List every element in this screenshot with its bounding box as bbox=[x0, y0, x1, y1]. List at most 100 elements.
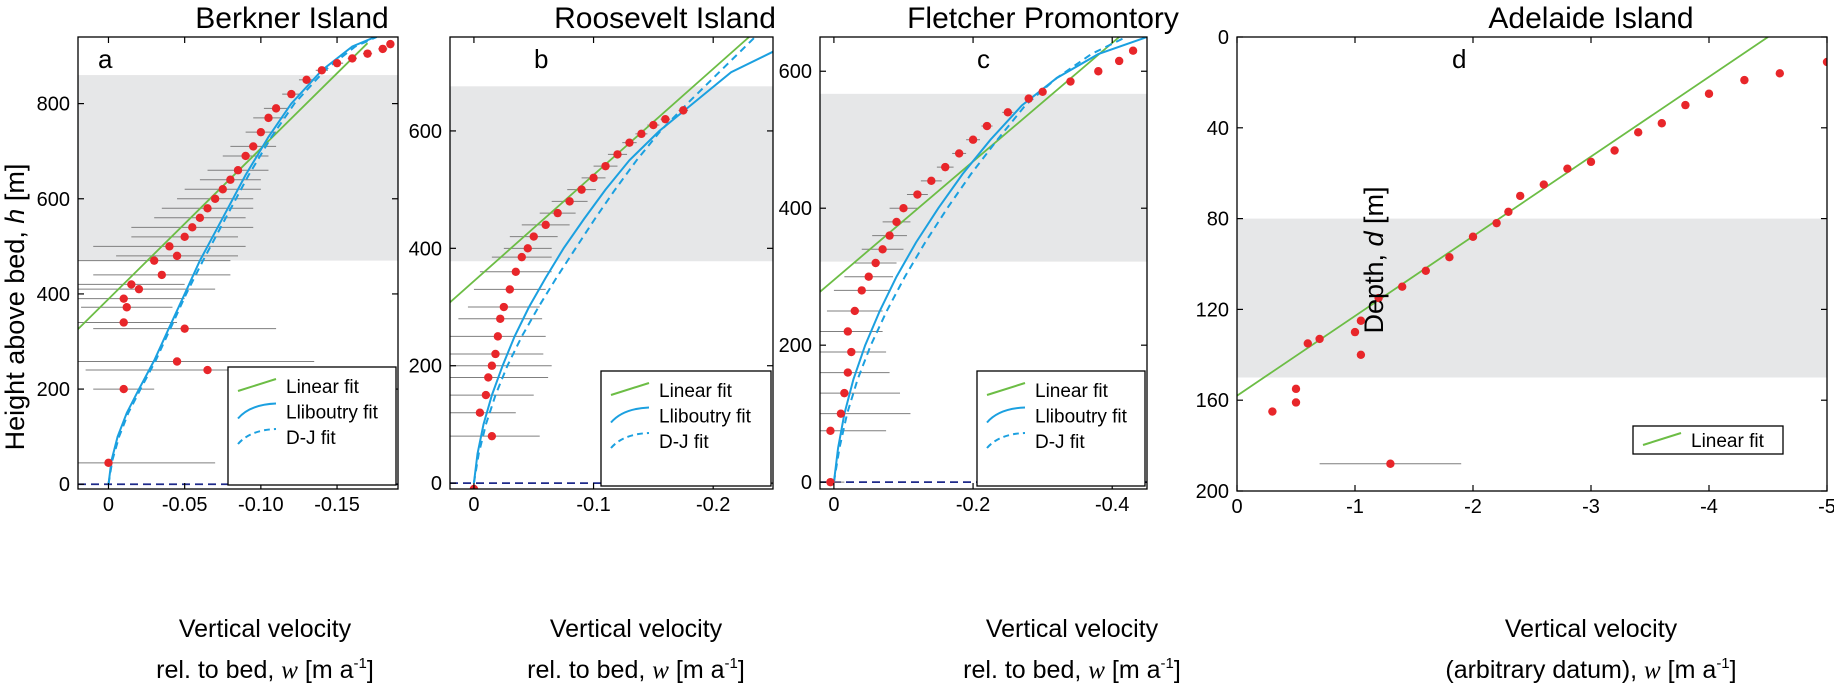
lliboutry-fit-line bbox=[832, 37, 1147, 483]
data-point bbox=[982, 121, 992, 131]
legend: Linear fit Lliboutry fit D-J fit bbox=[600, 370, 772, 487]
data-point bbox=[1704, 89, 1714, 98]
data-point bbox=[332, 58, 342, 68]
x-axis-label-line1: Vertical velocity bbox=[179, 615, 352, 643]
y-tick-label: 0 bbox=[1218, 27, 1229, 49]
lliboutry-fit-line bbox=[107, 37, 376, 485]
legend-swatch-linear bbox=[1642, 432, 1682, 446]
data-point bbox=[496, 314, 505, 323]
data-point bbox=[499, 302, 509, 312]
data-point bbox=[149, 256, 159, 265]
data-point bbox=[679, 106, 688, 115]
data-point bbox=[826, 426, 835, 435]
data-point bbox=[517, 252, 526, 262]
data-point bbox=[661, 114, 670, 124]
data-point bbox=[843, 368, 853, 377]
panel-label: a bbox=[98, 44, 113, 74]
data-point bbox=[847, 347, 856, 357]
panel-c: Fletcher Promontory 0-0.2-0.40200400600B… bbox=[779, 2, 1181, 684]
x-axis-label-line2: (arbitrary datum), w [m a-1] bbox=[1445, 655, 1736, 684]
data-point bbox=[1003, 108, 1013, 117]
y-tick-label: 400 bbox=[409, 238, 442, 260]
data-point bbox=[188, 223, 197, 232]
data-point bbox=[119, 384, 128, 394]
x-tick-label: -0.10 bbox=[238, 494, 284, 516]
data-point bbox=[1374, 293, 1383, 303]
legend-label: D-J fit bbox=[1035, 432, 1085, 453]
legend-label: Linear fit bbox=[1035, 381, 1109, 402]
data-point bbox=[203, 204, 212, 213]
dj-fit-line bbox=[107, 37, 378, 485]
legend-swatch-linear bbox=[610, 382, 650, 396]
data-point bbox=[885, 231, 894, 240]
data-point bbox=[1386, 459, 1395, 468]
data-point bbox=[850, 306, 859, 316]
data-point bbox=[913, 190, 922, 199]
chart-title: Roosevelt Island bbox=[554, 2, 776, 35]
legend-swatch-dj bbox=[986, 432, 1026, 449]
x-axis-label-line1: Vertical velocity bbox=[986, 615, 1159, 643]
plot-frame bbox=[449, 36, 774, 490]
data-point bbox=[180, 324, 189, 333]
y-tick-label: 800 bbox=[37, 94, 70, 116]
data-point bbox=[857, 286, 866, 295]
data-point bbox=[487, 431, 497, 441]
x-tick-label: 0 bbox=[1231, 496, 1242, 518]
y-tick-label: 600 bbox=[779, 61, 812, 83]
data-point bbox=[484, 373, 493, 382]
data-point bbox=[287, 89, 296, 99]
dj-fit-line bbox=[832, 37, 1127, 483]
data-point bbox=[1398, 282, 1407, 291]
x-axis-label-line2: rel. to bed, w [m a-1] bbox=[963, 655, 1181, 684]
data-point bbox=[1066, 77, 1075, 86]
x-tick-label: 0 bbox=[828, 494, 839, 516]
data-point bbox=[1586, 157, 1596, 167]
data-point bbox=[104, 458, 113, 468]
legend-label: Lliboutry fit bbox=[659, 407, 752, 428]
shaded-band bbox=[450, 86, 773, 262]
data-point bbox=[649, 120, 658, 130]
data-point bbox=[134, 284, 144, 294]
data-point bbox=[1516, 191, 1525, 201]
data-point bbox=[491, 349, 500, 359]
data-point bbox=[613, 150, 622, 159]
data-point bbox=[553, 208, 562, 218]
dj-fit-line bbox=[472, 37, 756, 484]
data-point bbox=[1128, 46, 1138, 55]
data-point bbox=[241, 151, 250, 161]
lliboutry-fit-line bbox=[472, 50, 773, 484]
legend-swatch-lliboutry bbox=[237, 402, 277, 420]
x-tick-label: -0.05 bbox=[162, 494, 208, 516]
data-point bbox=[1038, 87, 1047, 96]
plot-area-c: 0-0.2-0.40200400600BedLinear fitLliboutr… bbox=[779, 36, 1148, 516]
data-point bbox=[127, 280, 136, 289]
data-point bbox=[1303, 339, 1313, 348]
x-tick-label: -0.1 bbox=[576, 494, 610, 516]
data-point bbox=[899, 204, 908, 213]
data-point bbox=[968, 135, 978, 144]
data-point bbox=[826, 477, 835, 487]
legend-item: D-J fit bbox=[237, 428, 336, 449]
data-point bbox=[165, 242, 174, 251]
x-tick-label: -4 bbox=[1700, 496, 1718, 518]
data-point bbox=[864, 272, 873, 281]
data-point bbox=[1024, 94, 1033, 103]
x-tick-label: -0.2 bbox=[696, 494, 730, 516]
data-point bbox=[1114, 56, 1124, 66]
y-tick-label: 0 bbox=[431, 473, 442, 495]
data-point bbox=[1657, 119, 1667, 128]
x-axis-label-line2: rel. to bed, w [m a-1] bbox=[527, 655, 745, 684]
data-point bbox=[1421, 266, 1431, 276]
y-tick-label: 200 bbox=[409, 356, 442, 378]
data-point bbox=[233, 166, 243, 175]
data-point bbox=[195, 213, 205, 222]
legend-item: Linear fit bbox=[237, 377, 360, 398]
y-tick-label: 80 bbox=[1207, 209, 1229, 231]
plot-area-d: 0 -1 -2 -3 -4 -5 0 40 80 120 160 200 Linear fit bbox=[1196, 27, 1834, 518]
legend-item: Linear fit bbox=[610, 381, 733, 402]
legend-box bbox=[227, 366, 397, 486]
data-point bbox=[927, 176, 936, 186]
data-point bbox=[1681, 100, 1690, 110]
data-point bbox=[601, 161, 610, 171]
data-point bbox=[363, 49, 372, 58]
